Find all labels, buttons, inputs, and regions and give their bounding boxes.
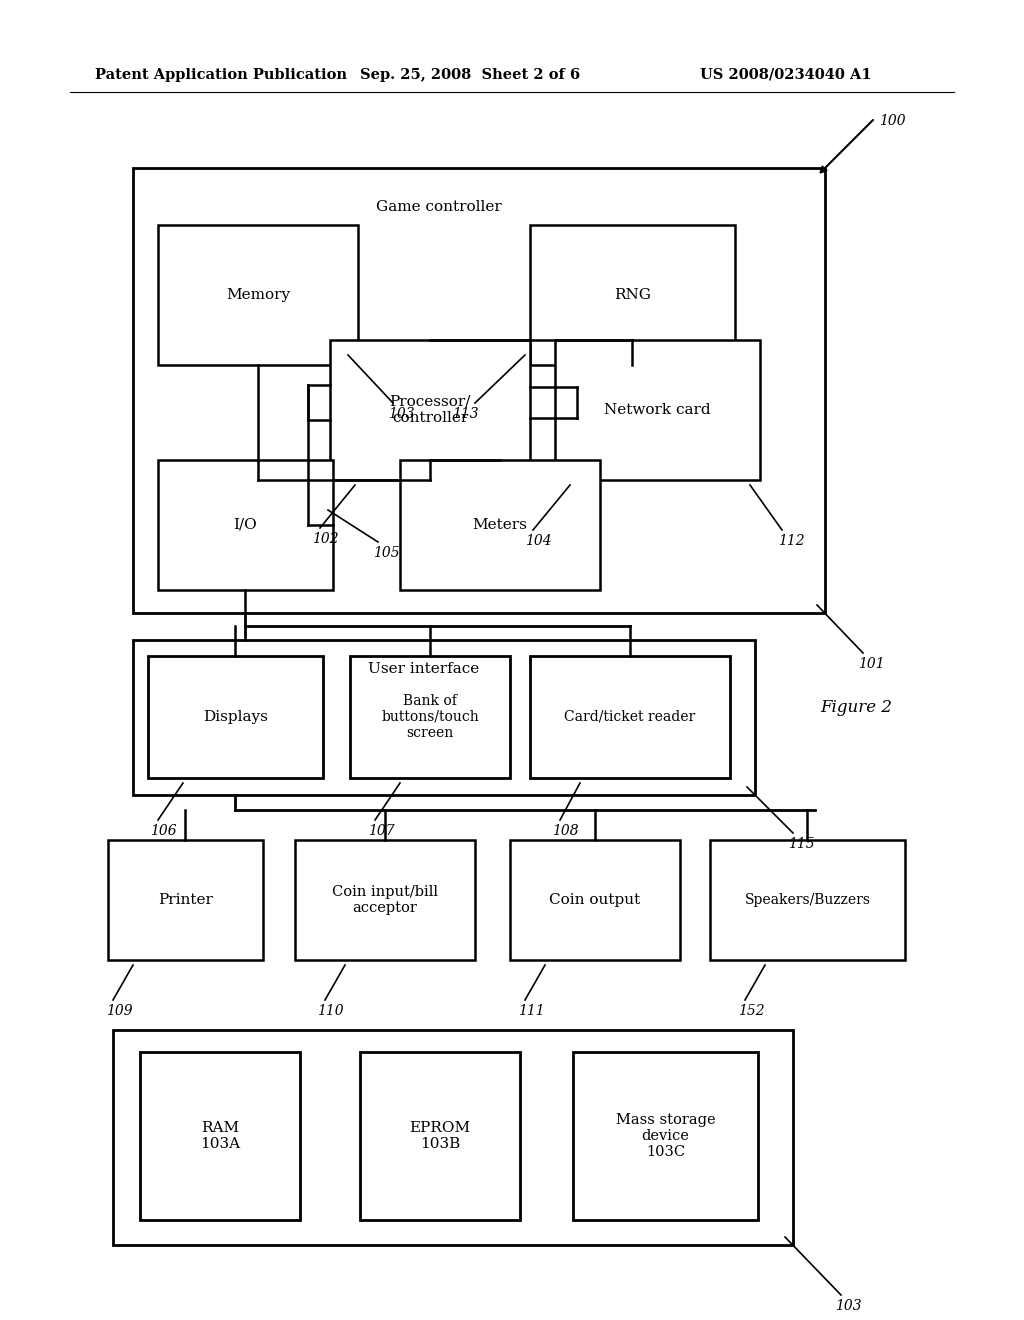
- Text: 111: 111: [518, 1005, 545, 1018]
- Text: Coin output: Coin output: [549, 894, 641, 907]
- Text: 100: 100: [879, 114, 905, 128]
- Text: 101: 101: [858, 657, 885, 671]
- Bar: [400, 459, 600, 590]
- Bar: [530, 656, 730, 777]
- Text: Printer: Printer: [158, 894, 213, 907]
- Bar: [108, 840, 263, 960]
- Text: Coin input/bill
acceptor: Coin input/bill acceptor: [332, 884, 438, 915]
- Bar: [133, 640, 755, 795]
- Text: 107: 107: [368, 824, 394, 838]
- Text: Memory: Memory: [226, 288, 290, 302]
- Text: 103: 103: [835, 1299, 861, 1313]
- Text: Processor/
controller: Processor/ controller: [389, 395, 471, 425]
- Text: US 2008/0234040 A1: US 2008/0234040 A1: [700, 69, 871, 82]
- Text: Game controller: Game controller: [376, 201, 502, 214]
- Text: RAM
103A: RAM 103A: [200, 1121, 240, 1151]
- Bar: [133, 168, 825, 612]
- Text: RNG: RNG: [614, 288, 651, 302]
- Text: Bank of
buttons/touch
screen: Bank of buttons/touch screen: [381, 694, 479, 741]
- Text: Displays: Displays: [203, 710, 268, 723]
- Bar: [148, 656, 323, 777]
- Bar: [710, 840, 905, 960]
- Text: Card/ticket reader: Card/ticket reader: [564, 710, 695, 723]
- Text: Sep. 25, 2008  Sheet 2 of 6: Sep. 25, 2008 Sheet 2 of 6: [360, 69, 581, 82]
- Bar: [113, 1030, 793, 1245]
- Text: Meters: Meters: [472, 517, 527, 532]
- Bar: [140, 1052, 300, 1220]
- Text: 103: 103: [388, 407, 415, 421]
- Text: 115: 115: [788, 837, 815, 851]
- Text: EPROM
103B: EPROM 103B: [410, 1121, 471, 1151]
- Text: 104: 104: [525, 535, 552, 548]
- Bar: [158, 459, 333, 590]
- Bar: [295, 840, 475, 960]
- Bar: [360, 1052, 520, 1220]
- Text: User interface: User interface: [369, 663, 479, 676]
- Bar: [350, 656, 510, 777]
- Text: 106: 106: [150, 824, 176, 838]
- Text: 102: 102: [312, 532, 339, 546]
- Text: I/O: I/O: [233, 517, 257, 532]
- Text: 112: 112: [778, 535, 805, 548]
- Text: Figure 2: Figure 2: [820, 698, 892, 715]
- Bar: [510, 840, 680, 960]
- Bar: [330, 341, 530, 480]
- Bar: [158, 224, 358, 366]
- Bar: [573, 1052, 758, 1220]
- Text: 108: 108: [552, 824, 579, 838]
- Text: 152: 152: [738, 1005, 765, 1018]
- Text: Patent Application Publication: Patent Application Publication: [95, 69, 347, 82]
- Text: Mass storage
device
103C: Mass storage device 103C: [615, 1113, 716, 1159]
- Text: Network card: Network card: [604, 403, 711, 417]
- Text: 105: 105: [373, 546, 399, 560]
- Text: 113: 113: [452, 407, 478, 421]
- Text: 110: 110: [317, 1005, 344, 1018]
- Text: Speakers/Buzzers: Speakers/Buzzers: [744, 894, 870, 907]
- Text: 109: 109: [106, 1005, 133, 1018]
- Bar: [530, 224, 735, 366]
- Bar: [555, 341, 760, 480]
